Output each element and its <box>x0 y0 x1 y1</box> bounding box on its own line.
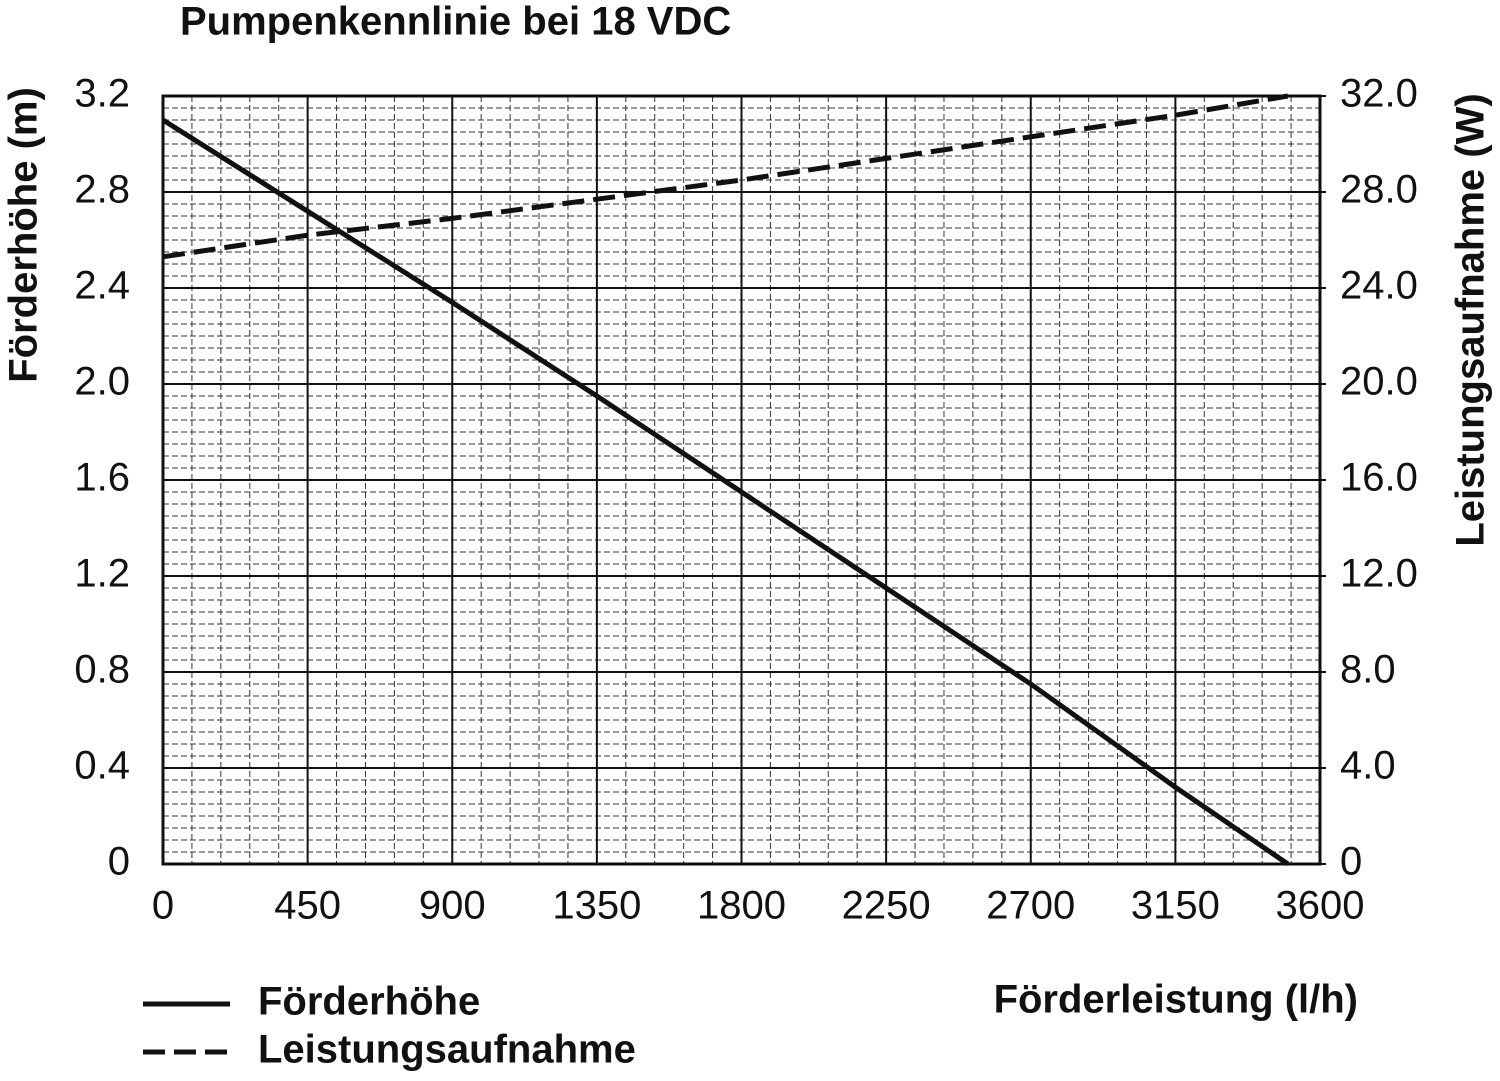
x-tick-label: 450 <box>274 884 341 928</box>
legend-label: Förderhöhe <box>258 980 480 1024</box>
y2-tick-label: 0 <box>1340 840 1362 884</box>
y-axis-label: Förderhöhe (m) <box>2 87 46 383</box>
y-tick-label: 2.0 <box>74 360 130 404</box>
x-tick-label: 2250 <box>842 884 931 928</box>
y-tick-label: 0.8 <box>74 648 130 692</box>
y2-tick-label: 12.0 <box>1340 552 1418 596</box>
y-tick-label: 1.6 <box>74 456 130 500</box>
data-line <box>162 93 1289 260</box>
x-tick-label: 3600 <box>1276 884 1365 928</box>
y-tick-label: 3.2 <box>74 72 130 116</box>
x-axis-label: Förderleistung (l/h) <box>994 978 1358 1022</box>
y-tick-label: 0 <box>108 840 130 884</box>
y2-tick-label: 4.0 <box>1340 744 1396 788</box>
x-tick-label: 3150 <box>1131 884 1220 928</box>
chart-title: Pumpenkennlinie bei 18 VDC <box>180 0 731 44</box>
data-line <box>161 117 1290 867</box>
y-tick-label: 2.4 <box>74 264 130 308</box>
x-tick-label: 1350 <box>552 884 641 928</box>
y2-tick-label: 28.0 <box>1340 168 1418 212</box>
legend-label: Leistungsaufnahme <box>258 1028 636 1072</box>
x-tick-label: 900 <box>419 884 486 928</box>
y-tick-label: 1.2 <box>74 552 130 596</box>
y-tick-label: 0.4 <box>74 744 130 788</box>
x-tick-label: 1800 <box>697 884 786 928</box>
plot-frame <box>161 94 1322 866</box>
y2-tick-label: 24.0 <box>1340 264 1418 308</box>
y2-axis-label: Leistungsaufnahme (W) <box>1449 93 1493 546</box>
y2-tick-label: 8.0 <box>1340 648 1396 692</box>
x-tick-label: 0 <box>152 884 174 928</box>
y-tick-label: 2.8 <box>74 168 130 212</box>
y2-tick-label: 32.0 <box>1340 72 1418 116</box>
x-tick-label: 2700 <box>986 884 1075 928</box>
y2-tick-label: 20.0 <box>1340 360 1418 404</box>
y2-tick-label: 16.0 <box>1340 456 1418 500</box>
